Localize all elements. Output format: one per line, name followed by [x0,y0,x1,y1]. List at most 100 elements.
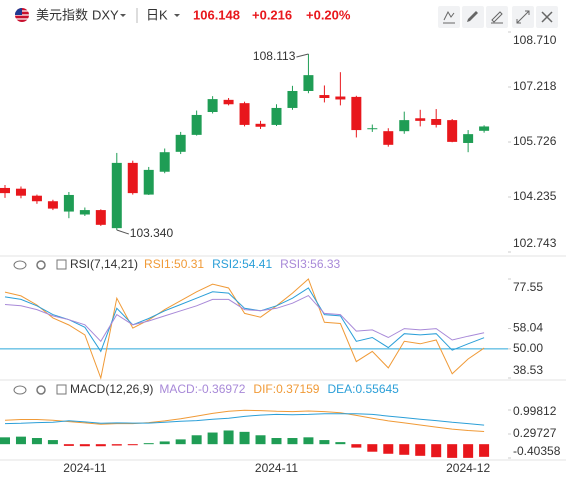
tool-button[interactable] [536,6,558,28]
macd-bar [335,442,346,445]
macd-bar [79,444,90,447]
candle-body [463,134,474,143]
candle-body [63,194,74,212]
y-tick-label: 104.235 [513,189,557,203]
macd-bar [47,440,58,445]
macd-bar [207,432,218,445]
macd-bar [143,443,154,445]
candle-body [383,131,394,145]
indicator-title: RSI(7,14,21) [70,257,138,271]
candle-body [271,107,282,125]
macd-bar [271,438,282,445]
icon [491,11,503,24]
settings-icon[interactable] [56,259,67,270]
y-tick-label: -0.40358 [513,444,561,458]
macd-bar [367,444,378,452]
indicator-controls [13,259,67,395]
y-tick-label: 107.218 [513,79,557,93]
candle-body [287,90,298,108]
tool-button[interactable] [438,6,460,28]
button-bg [438,6,460,28]
macd-bar [351,444,362,448]
period-selector[interactable]: 日K [146,7,180,22]
macd-bar [287,438,298,445]
candle-body [303,75,314,91]
macd-line [4,409,485,432]
y-tick-label: 105.726 [513,134,557,148]
gear-icon[interactable] [36,260,46,270]
candle-body [239,103,250,125]
period: 日K [146,7,168,22]
candle-body [431,119,442,125]
candle-body [79,210,90,215]
x-tick-label: 2024-12 [446,461,490,475]
eye-icon[interactable] [13,385,27,395]
candle-body [47,201,58,209]
max-annotation: 108.113 [253,49,296,63]
icon [467,11,478,22]
flag-canton [15,8,22,15]
eye-icon[interactable] [13,260,27,270]
macd-bar [383,444,394,454]
macd-bar [415,444,426,456]
legend-entry: DIF:0.37159 [253,382,319,396]
macd-bar [31,438,42,445]
macd-bar [127,444,138,446]
macd-bar [191,435,202,445]
change-percent: +0.20% [306,7,351,22]
legend-entry: RSI2:54.41 [212,257,272,271]
candle-body [15,188,26,196]
tool-button[interactable] [462,6,484,28]
candle-body [127,162,138,194]
icon [443,10,455,24]
macd-bar [111,444,122,446]
y-tick-label: 0.99812 [513,404,557,418]
x-tick-label: 2024-11 [255,461,298,475]
y-tick-label: 58.04 [513,321,543,335]
macd-bar [15,436,26,445]
indicator-title: MACD(12,26,9) [70,382,153,396]
gear-icon[interactable] [36,385,46,395]
toolbar [438,6,558,28]
symbol-code: DXY [92,7,119,22]
price: 106.148 [193,7,240,22]
candle-body [223,99,234,105]
macd-line [4,413,485,426]
macd-bar [175,439,186,445]
candle-body [351,96,362,131]
caret [174,14,180,17]
y-tick-label: 77.55 [513,280,543,294]
legend-entry: RSI3:56.33 [280,257,340,271]
candle-body [319,95,330,98]
candle-body [447,120,458,142]
candle-body [207,99,218,113]
indicator-line [4,294,485,343]
macd-bar [95,444,106,447]
candle-body [95,210,106,225]
annotation-leader [296,53,309,58]
macd-bar [431,444,442,458]
candle-body [399,120,410,132]
macd-bar [239,431,250,445]
icon [541,11,553,23]
macd-bar [0,437,10,445]
macd-bar [223,430,234,445]
settings-icon[interactable] [56,384,67,395]
macd-bar [463,444,474,458]
candle-body [367,128,378,130]
candle-body [479,126,490,131]
macd-bar [399,444,410,455]
macd-bar [303,437,314,445]
candle-body [335,96,346,100]
y-tick-label: 102.743 [513,236,557,250]
tool-button[interactable] [512,6,534,28]
legend-entry: DEA:0.55645 [327,382,399,396]
tool-button[interactable] [486,6,508,28]
symbol-selector[interactable]: 美元指数 DXY [15,7,126,22]
candle-body [191,114,202,135]
candle-body [143,169,154,195]
candle-body [415,118,426,121]
macd-bar [63,444,74,446]
